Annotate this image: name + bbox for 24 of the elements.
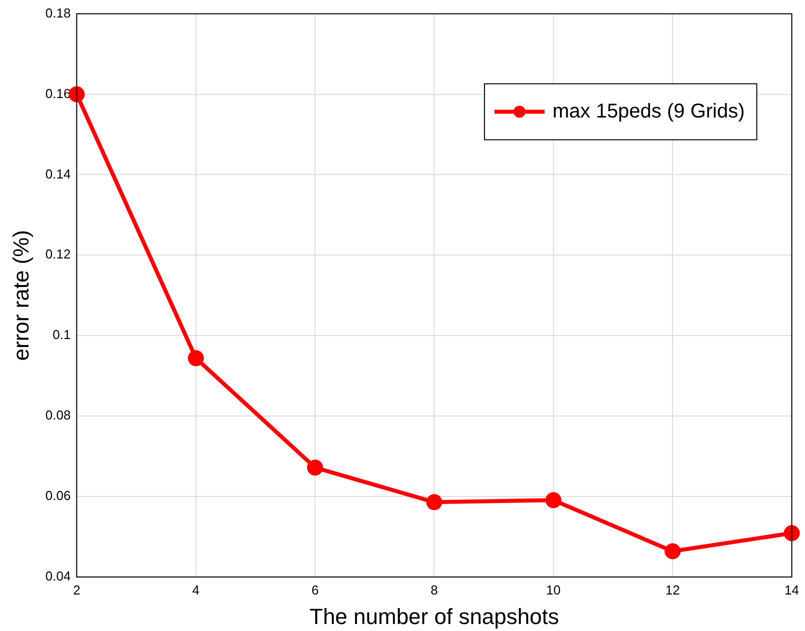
point: [664, 543, 681, 560]
y-tick-label: 0.14: [45, 166, 71, 182]
x-tick-label: 14: [784, 582, 800, 598]
point: [307, 460, 324, 476]
x-tick-label: 10: [546, 582, 561, 598]
y-tick-label: 0.1: [52, 327, 71, 342]
point: [784, 525, 800, 542]
y-tick-label: 0.18: [45, 5, 71, 20]
x-tick-label: 8: [430, 582, 438, 598]
point: [545, 492, 562, 508]
y-tick-label: 0.12: [45, 246, 71, 262]
y-axis-title: error rate (%): [8, 230, 34, 361]
point: [188, 350, 204, 366]
x-tick-label: 6: [311, 582, 319, 598]
y-tick-label: 0.08: [45, 408, 71, 423]
point: [426, 494, 442, 510]
legend-label: max 15peds (9 Grids): [552, 100, 745, 122]
x-tick-label: 4: [192, 582, 200, 598]
y-tick-label: 0.06: [45, 488, 71, 504]
x-tick-label: 2: [73, 582, 80, 598]
y-tick-label: 0.04: [45, 568, 71, 584]
point: [68, 86, 85, 102]
x-tick-label: 12: [665, 582, 680, 598]
x-axis-title: The number of snapshots: [309, 604, 559, 629]
